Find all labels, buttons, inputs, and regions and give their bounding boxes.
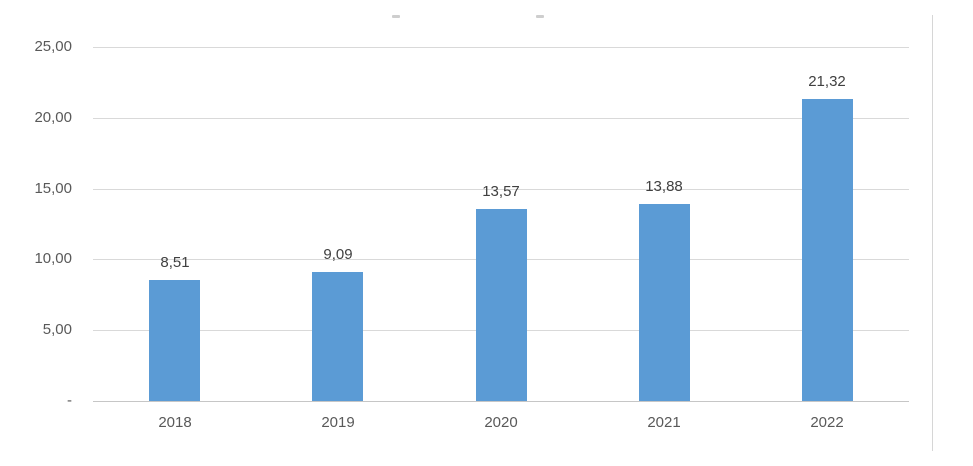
y-axis-tick-label: 5,00 (42, 321, 72, 338)
redacted-title-mark (536, 15, 544, 18)
x-axis-tick-label: 2022 (810, 414, 844, 431)
bar-value-label: 8,51 (160, 254, 190, 271)
y-gridline (93, 118, 909, 119)
y-axis-tick-label: 10,00 (34, 250, 72, 267)
bar-2021 (639, 204, 690, 401)
bar-value-label: 21,32 (808, 73, 846, 90)
x-axis-tick-label: 2021 (647, 414, 681, 431)
bar-value-label: 9,09 (323, 246, 353, 263)
bar-value-label: 13,57 (482, 183, 520, 200)
x-axis-tick-label: 2019 (321, 414, 355, 431)
x-axis-line (93, 401, 909, 402)
y-gridline (93, 47, 909, 48)
y-axis-tick-label: 15,00 (34, 180, 72, 197)
redacted-title-mark (392, 15, 400, 18)
bar-2020 (476, 209, 527, 401)
x-axis-tick-label: 2018 (158, 414, 192, 431)
bar-2018 (149, 280, 200, 401)
y-gridline (93, 189, 909, 190)
bar-2019 (312, 272, 363, 401)
y-axis-tick-label: - (67, 392, 72, 409)
bar-2022 (802, 99, 853, 401)
bar-value-label: 13,88 (645, 178, 683, 195)
chart-right-border (932, 15, 933, 451)
x-axis-tick-label: 2020 (484, 414, 518, 431)
y-axis-tick-label: 20,00 (34, 109, 72, 126)
y-axis-tick-label: 25,00 (34, 38, 72, 55)
